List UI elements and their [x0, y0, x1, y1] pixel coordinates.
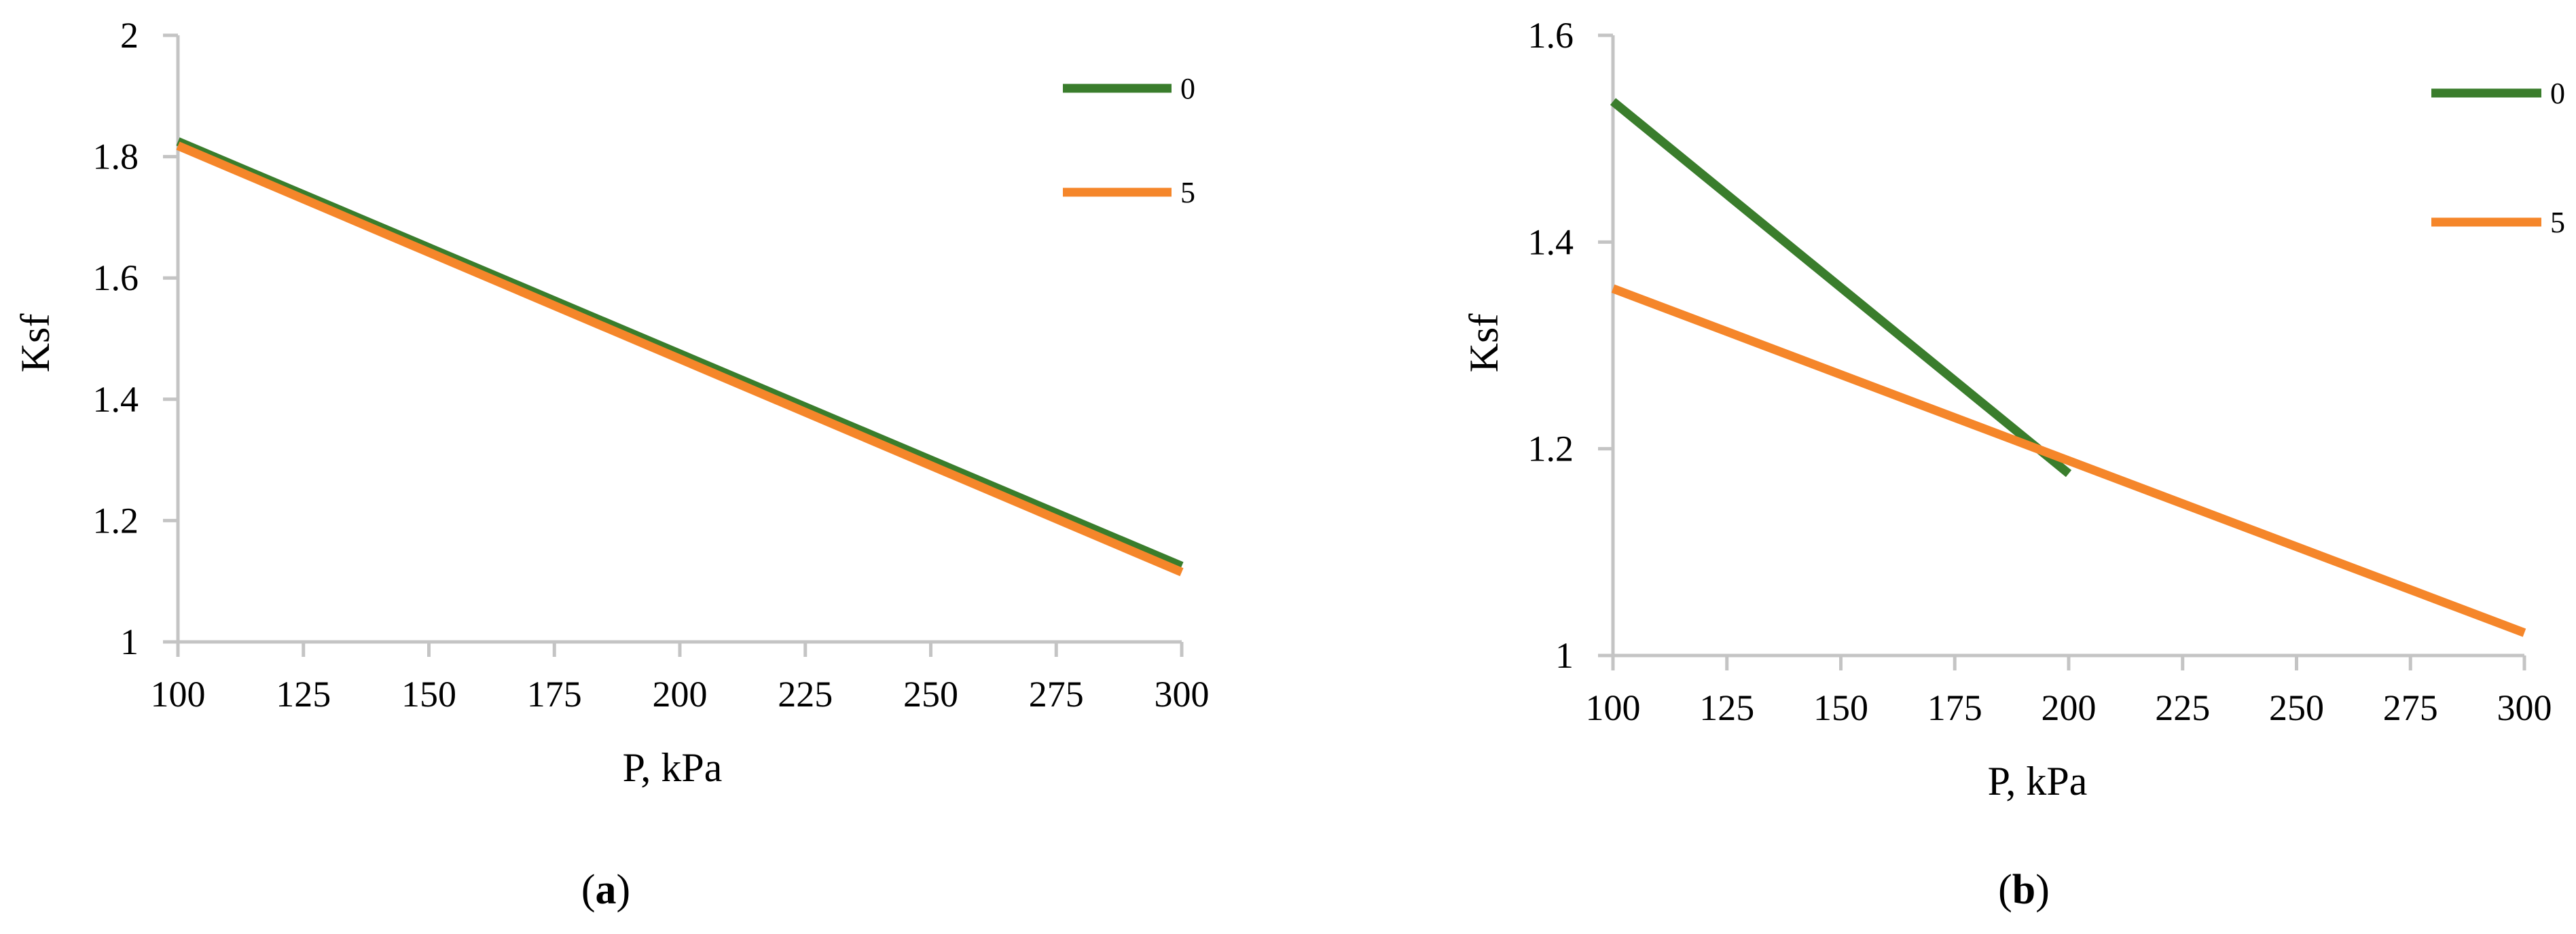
- x-tick-label: 125: [276, 674, 331, 715]
- legend-label: 5: [2550, 206, 2565, 239]
- y-tick-label: 1: [120, 622, 139, 662]
- x-tick-label: 175: [1927, 687, 1982, 728]
- x-tick-label: 275: [1029, 674, 1084, 715]
- series-layer: [1610, 98, 2526, 637]
- y-tick-label: 1.2: [93, 500, 139, 541]
- caption-letter: b: [2012, 867, 2035, 913]
- series-line-0: [1610, 98, 2072, 478]
- y-axis: 1 1.2 1.4 1.6 1.8 2: [93, 15, 180, 662]
- legend-label: 0: [1180, 72, 1195, 105]
- x-axis: 100 125 150 175 200 225 250 275 300: [1586, 653, 2552, 728]
- caption-open: (: [1998, 867, 2012, 913]
- caption-letter: a: [596, 867, 617, 913]
- x-tick-label: 150: [1813, 687, 1868, 728]
- x-tick-label: 200: [653, 674, 708, 715]
- series-line-5: [176, 141, 1184, 577]
- x-tick-label: 225: [778, 674, 833, 715]
- legend-label: 0: [2550, 77, 2565, 110]
- series-layer: [176, 137, 1184, 577]
- series-line-5: [1611, 284, 2526, 637]
- x-tick-label: 275: [2383, 687, 2438, 728]
- y-axis: 1 1.2 1.4 1.6: [1528, 15, 1615, 676]
- y-axis-title: Ksf: [13, 314, 58, 373]
- x-tick-label: 225: [2155, 687, 2210, 728]
- y-axis-title: Ksf: [1462, 314, 1506, 373]
- x-tick-label: 200: [2042, 687, 2097, 728]
- y-tick-label: 1.8: [93, 137, 139, 177]
- x-tick-label: 125: [1699, 687, 1754, 728]
- x-tick-label: 250: [2269, 687, 2324, 728]
- panel-caption-a: (a): [581, 867, 630, 913]
- legend: 05: [1063, 72, 1195, 209]
- y-tick-label: 1.4: [1528, 221, 1574, 262]
- x-tick-label: 300: [2497, 687, 2552, 728]
- x-tick-label: 100: [1586, 687, 1641, 728]
- caption-close: ): [2035, 867, 2050, 913]
- x-tick-label: 250: [903, 674, 958, 715]
- x-axis: 100 125 150 175 200 225 250 275 300: [151, 640, 1210, 715]
- y-tick-label: 1.6: [1528, 15, 1574, 56]
- x-axis-title: P, kPa: [623, 745, 723, 790]
- y-tick-label: 1.6: [93, 257, 139, 298]
- y-tick-label: 1: [1555, 635, 1574, 676]
- x-axis-title: P, kPa: [1988, 759, 2088, 804]
- panel-caption-b: (b): [1998, 867, 2050, 913]
- caption-open: (: [581, 867, 596, 913]
- chart-panel-a: 1 1.2 1.4 1.6 1.8 2 100 125 150 175 200 225 250 275 3…: [13, 15, 1210, 913]
- x-tick-label: 300: [1155, 674, 1210, 715]
- x-tick-label: 150: [401, 674, 456, 715]
- legend: 05: [2431, 77, 2565, 239]
- caption-close: ): [617, 867, 631, 913]
- y-tick-label: 2: [120, 15, 139, 56]
- x-tick-label: 175: [527, 674, 582, 715]
- x-tick-label: 100: [151, 674, 206, 715]
- legend-label: 5: [1180, 176, 1195, 209]
- y-tick-label: 1.2: [1528, 429, 1574, 469]
- y-tick-label: 1.4: [93, 379, 139, 420]
- chart-panel-b: 1 1.2 1.4 1.6 100 125 150 175 200 225 250 275 300 0…: [1462, 15, 2565, 913]
